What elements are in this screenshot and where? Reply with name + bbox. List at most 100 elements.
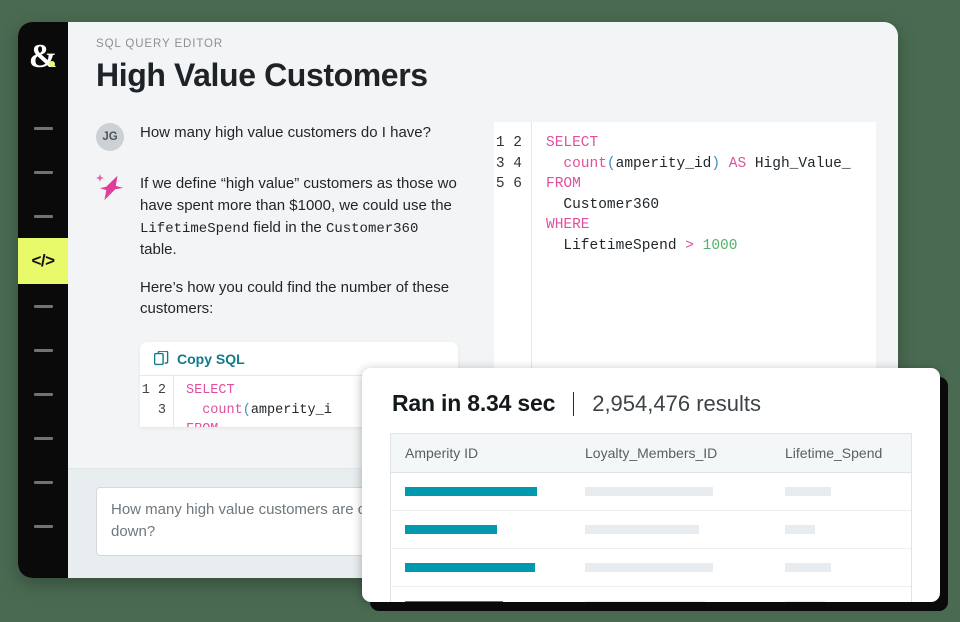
chat-code-block: 1 2 3 SELECT count(amperity_i FROM (140, 375, 458, 428)
code-icon: </> (31, 251, 55, 270)
value-bar (405, 525, 497, 534)
sidebar-item-nav-placeholder-5[interactable] (18, 328, 68, 372)
sidebar-item-nav-placeholder-6[interactable] (18, 372, 68, 416)
sparkle-icon (96, 171, 124, 320)
code-token: > (676, 237, 694, 254)
dash-icon (33, 436, 53, 440)
cell-loyalty-members-id (585, 601, 785, 602)
copy-sql-label: Copy SQL (177, 351, 245, 368)
cell-lifetime-spend (785, 601, 911, 602)
assistant-p1-a: If we define “high value” customers as t… (140, 175, 457, 214)
cell-loyalty-members-id (585, 487, 785, 496)
code-token: amperity_id (615, 155, 712, 172)
value-bar (785, 525, 815, 534)
code-token: SELECT (186, 383, 235, 399)
results-table-body (391, 473, 911, 602)
dash-icon (33, 392, 53, 396)
cell-amperity-id (405, 487, 585, 496)
sidebar-item-nav-placeholder-3[interactable] (18, 194, 68, 238)
editor-code-body[interactable]: SELECT count(amperity_id) AS High_Value_… (532, 122, 851, 552)
value-bar (785, 563, 831, 572)
sidebar-item-nav-placeholder-4[interactable] (18, 284, 68, 328)
results-table-header-row: Amperity ID Loyalty_Members_ID Lifetime_… (391, 434, 911, 473)
sidebar-item-nav-placeholder-9[interactable] (18, 504, 68, 548)
breadcrumb-eyebrow: SQL QUERY EDITOR (96, 38, 224, 50)
code-token: ( (242, 402, 251, 418)
value-bar (405, 601, 503, 602)
dash-icon (33, 170, 53, 174)
sidebar: & </> (18, 22, 68, 578)
table-row[interactable] (391, 587, 911, 602)
code-token: count (546, 155, 607, 172)
value-bar (405, 487, 537, 496)
cell-lifetime-spend (785, 525, 911, 534)
dash-icon (33, 304, 53, 308)
dash-icon (33, 524, 53, 528)
header-divider (573, 391, 575, 416)
column-header-loyalty-members-id[interactable]: Loyalty_Members_ID (585, 445, 718, 461)
code-token: WHERE (546, 217, 590, 234)
code-token: 1000 (693, 237, 738, 254)
value-bar (585, 525, 699, 534)
cell-amperity-id (405, 601, 585, 602)
result-count-label: 2,954,476 results (592, 391, 761, 416)
app-logo[interactable]: & (18, 22, 68, 84)
code-token: LifetimeSpend (546, 237, 677, 254)
value-bar (785, 487, 831, 496)
code-token: FROM (186, 422, 218, 427)
cell-amperity-id (405, 563, 585, 572)
code-token: ) (711, 155, 721, 172)
assistant-message-text: If we define “high value” customers as t… (140, 173, 458, 320)
assistant-p1-b: field in the (249, 218, 326, 236)
cell-lifetime-spend (785, 563, 911, 572)
chat-message-user: JG How many high value customers do I ha… (96, 122, 458, 151)
user-message-text: How many high value customers do I have? (140, 124, 431, 141)
page-title: High Value Customers (96, 57, 428, 93)
value-bar (785, 601, 825, 602)
value-bar (585, 563, 713, 572)
table-row[interactable] (391, 511, 911, 549)
value-bar (405, 563, 535, 572)
copy-sql-button[interactable]: Copy SQL (140, 342, 458, 375)
chat-message-assistant: If we define “high value” customers as t… (96, 173, 458, 320)
code-token: ( (606, 155, 616, 172)
column-header-lifetime-spend[interactable]: Lifetime_Spend (785, 445, 883, 461)
cell-loyalty-members-id (585, 563, 785, 572)
sidebar-item-nav-placeholder-8[interactable] (18, 460, 68, 504)
table-row[interactable] (391, 549, 911, 587)
results-table: Amperity ID Loyalty_Members_ID Lifetime_… (390, 433, 912, 602)
cell-loyalty-members-id (585, 525, 785, 534)
sidebar-item-sql-editor[interactable]: </> (18, 238, 68, 284)
dash-icon (33, 214, 53, 218)
code-token: High_Value_ (746, 155, 851, 172)
cell-amperity-id (405, 525, 585, 534)
logo-dot (49, 61, 55, 67)
dash-icon (33, 126, 53, 130)
chat-code-gutter: 1 2 3 (140, 376, 174, 428)
code-token: AS (720, 155, 747, 172)
copy-icon (154, 351, 169, 367)
value-bar (585, 487, 713, 496)
column-header-amperity-id[interactable]: Amperity ID (405, 445, 479, 461)
sidebar-item-nav-placeholder-1[interactable] (18, 106, 68, 150)
sidebar-item-nav-placeholder-2[interactable] (18, 150, 68, 194)
avatar: JG (96, 123, 124, 151)
sidebar-item-nav-placeholder-7[interactable] (18, 416, 68, 460)
ampersand-logo-glyph: & (28, 38, 58, 75)
code-token: amperity_i (250, 402, 332, 418)
code-token: FROM (546, 176, 581, 193)
cell-lifetime-spend (785, 487, 911, 496)
ran-in-label: Ran in 8.34 sec (392, 390, 556, 416)
results-header: Ran in 8.34 sec 2,954,476 results (362, 368, 940, 433)
page-header: SQL QUERY EDITOR High Value Customers (68, 22, 898, 104)
query-results-panel: Ran in 8.34 sec 2,954,476 results Amperi… (362, 368, 940, 602)
table-row[interactable] (391, 473, 911, 511)
chat-input-placeholder[interactable]: How many high value customers are coolin… (111, 501, 406, 540)
inline-code-customer360: Customer360 (325, 220, 419, 237)
sidebar-nav-list: </> (18, 106, 68, 548)
chat-code-body: SELECT count(amperity_i FROM (174, 376, 332, 427)
value-bar (585, 601, 705, 602)
editor-line-numbers: 1 2 3 4 5 6 (494, 122, 532, 552)
assistant-paragraph-2: Here’s how you could find the number of … (140, 278, 450, 318)
dash-icon (33, 480, 53, 484)
